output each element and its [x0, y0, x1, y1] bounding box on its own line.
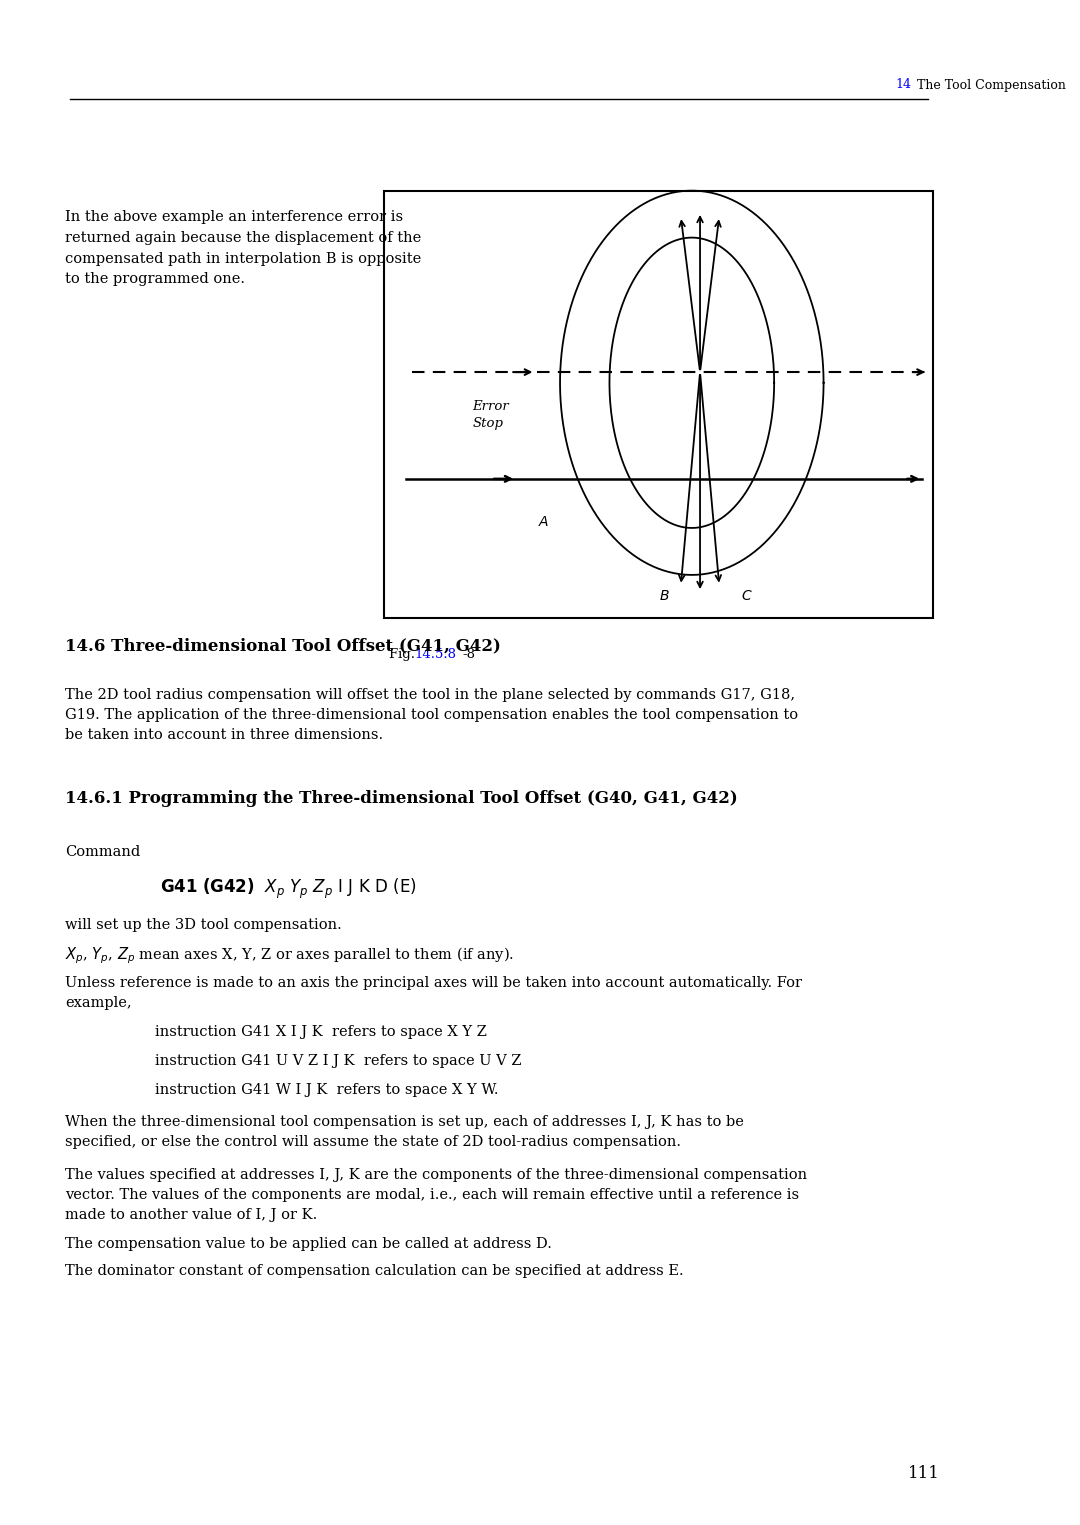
- Text: -8: -8: [462, 648, 475, 662]
- Text: 14.6.1 Programming the Three-dimensional Tool Offset (G40, G41, G42): 14.6.1 Programming the Three-dimensional…: [65, 790, 738, 807]
- Text: instruction G41 U V Z I J K  refers to space U V Z: instruction G41 U V Z I J K refers to sp…: [154, 1054, 522, 1067]
- Text: The values specified at addresses I, J, K are the components of the three-dimens: The values specified at addresses I, J, …: [65, 1168, 807, 1222]
- Text: 14.6 Three-dimensional Tool Offset (G41, G42): 14.6 Three-dimensional Tool Offset (G41,…: [65, 637, 501, 654]
- Text: The Tool Compensation: The Tool Compensation: [914, 78, 1066, 92]
- Text: instruction G41 W I J K  refers to space X Y W.: instruction G41 W I J K refers to space …: [154, 1083, 498, 1096]
- Text: Fig.: Fig.: [389, 648, 419, 662]
- Text: In the above example an interference error is
returned again because the displac: In the above example an interference err…: [65, 210, 421, 287]
- Text: Command: Command: [65, 845, 140, 859]
- Text: 14: 14: [895, 78, 912, 92]
- Text: The 2D tool radius compensation will offset the tool in the plane selected by co: The 2D tool radius compensation will off…: [65, 688, 798, 741]
- Text: When the three-dimensional tool compensation is set up, each of addresses I, J, : When the three-dimensional tool compensa…: [65, 1115, 744, 1148]
- Text: The compensation value to be applied can be called at address D.: The compensation value to be applied can…: [65, 1237, 552, 1250]
- Text: Error
Stop: Error Stop: [472, 400, 509, 430]
- Text: The dominator constant of compensation calculation can be specified at address E: The dominator constant of compensation c…: [65, 1264, 684, 1278]
- Text: Unless reference is made to an axis the principal axes will be taken into accoun: Unless reference is made to an axis the …: [65, 976, 801, 1010]
- Text: $C$: $C$: [741, 589, 753, 604]
- Text: $A$: $A$: [538, 514, 550, 529]
- Text: $X_p$, $Y_p$, $Z_p$ mean axes X, Y, Z or axes parallel to them (if any).: $X_p$, $Y_p$, $Z_p$ mean axes X, Y, Z or…: [65, 946, 514, 967]
- Text: instruction G41 X I J K  refers to space X Y Z: instruction G41 X I J K refers to space …: [154, 1025, 487, 1039]
- Text: 111: 111: [907, 1466, 940, 1482]
- Bar: [384, 191, 933, 618]
- Text: will set up the 3D tool compensation.: will set up the 3D tool compensation.: [65, 918, 341, 932]
- Text: $B$: $B$: [659, 589, 670, 604]
- Text: $\mathbf{G41\ (G42)}$  $X_p\ Y_p\ Z_p\ \mathrm{I\ J\ K\ D\ (E)}$: $\mathbf{G41\ (G42)}$ $X_p\ Y_p\ Z_p\ \m…: [160, 877, 417, 901]
- Text: 14.5.8: 14.5.8: [415, 648, 456, 662]
